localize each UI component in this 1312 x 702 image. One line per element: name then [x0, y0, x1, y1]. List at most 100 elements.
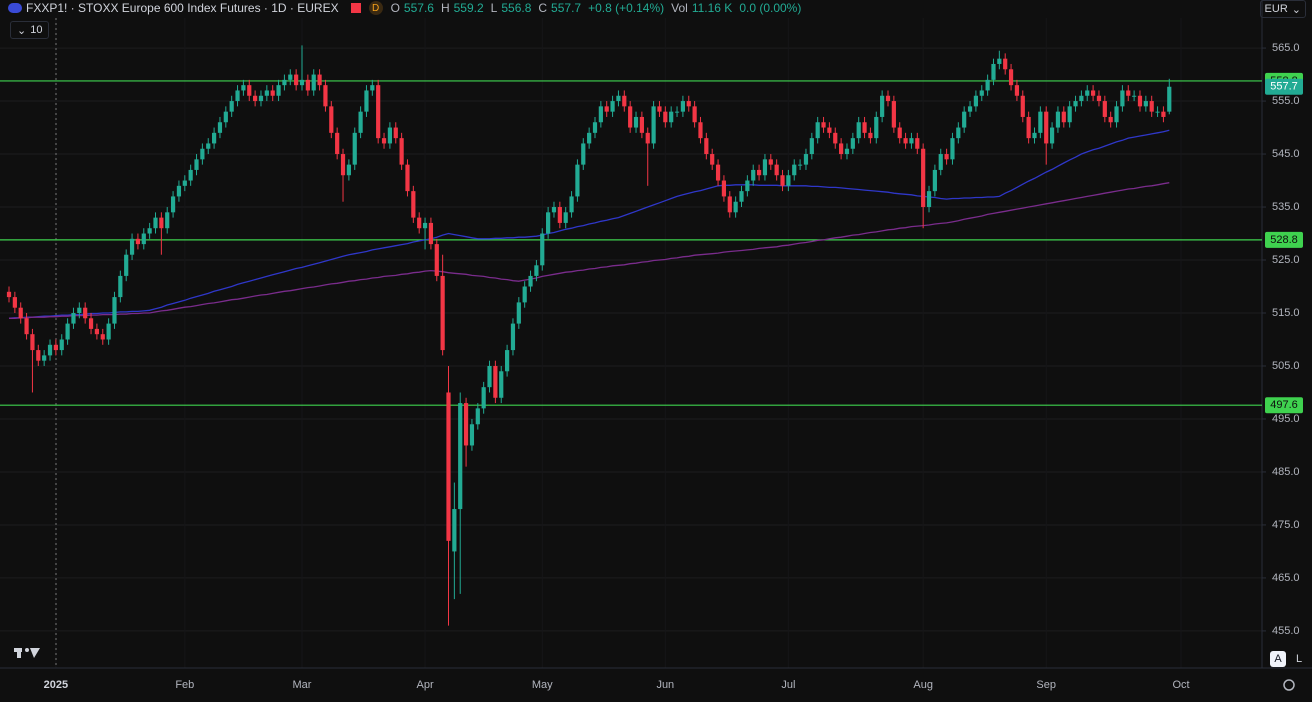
candle-body: [540, 233, 545, 266]
candle-body: [188, 169, 193, 181]
candle-body: [335, 132, 340, 155]
candle-body: [950, 138, 955, 160]
candle-body: [528, 275, 533, 287]
candle-body: [399, 138, 404, 165]
x-tick-label: Sep: [1036, 679, 1056, 691]
candle-body: [850, 138, 855, 149]
candle-body: [563, 212, 568, 223]
price-label: 557.7: [1270, 81, 1298, 93]
candle-body: [1079, 95, 1084, 102]
candle-body: [1096, 95, 1102, 102]
candle-body: [1061, 111, 1066, 123]
flag-icon[interactable]: [350, 3, 361, 13]
candle-body: [792, 164, 797, 176]
candle-body: [575, 164, 580, 197]
ohlc-key: C: [538, 1, 548, 15]
candle-body: [505, 350, 510, 372]
candle-body: [106, 323, 111, 340]
y-tick-label: 465.0: [1272, 572, 1300, 584]
plot: [0, 45, 1262, 626]
candle-body: [874, 116, 879, 139]
candle-body: [674, 111, 680, 113]
candle-body: [405, 164, 410, 192]
candle-body: [94, 328, 99, 335]
candle-body: [270, 90, 275, 96]
candle-body: [880, 95, 885, 117]
candle-body: [862, 122, 867, 133]
candle-body: [47, 344, 53, 356]
candle-body: [1020, 95, 1025, 117]
indicator-count: 10: [30, 24, 43, 36]
candle-body: [118, 275, 123, 298]
y-tick-label: 535.0: [1272, 201, 1300, 213]
candle-body: [458, 403, 463, 510]
x-tick-label: Oct: [1172, 679, 1189, 691]
candle-body: [768, 159, 773, 165]
candle-body: [229, 101, 234, 112]
candle-body: [745, 180, 750, 192]
candle-body: [317, 74, 322, 86]
candle-body: [710, 154, 715, 165]
settings-icon[interactable]: [1283, 679, 1295, 691]
candle-body: [1161, 111, 1166, 117]
candle-body: [346, 164, 351, 176]
candle-body: [124, 254, 129, 276]
candle-body: [551, 207, 557, 213]
candle-body: [815, 122, 820, 139]
candle-body: [1149, 101, 1154, 112]
candle-body: [376, 85, 381, 139]
candle-body: [1026, 116, 1031, 139]
candle-body: [253, 95, 258, 102]
candle-body: [288, 74, 293, 80]
currency-select[interactable]: EUR ⌄: [1259, 0, 1306, 18]
ohlc-value: 556.8: [501, 1, 532, 15]
candle-body: [991, 63, 996, 80]
candle-body: [522, 286, 527, 303]
candle-body: [721, 180, 727, 197]
candle-body: [1049, 127, 1055, 144]
candle-body: [235, 90, 240, 102]
candle-body: [1108, 116, 1113, 123]
candle-body: [833, 132, 838, 144]
candle-body: [42, 355, 47, 361]
auto-scale-button[interactable]: A: [1270, 651, 1286, 667]
level-label: 528.8: [1270, 234, 1298, 246]
indicator-toggle[interactable]: ⌄ 10: [10, 21, 50, 39]
ohlc-key: L: [490, 1, 498, 15]
candle-body: [733, 201, 738, 213]
change: +0.8 (+0.14%): [588, 1, 665, 15]
candle-body: [921, 148, 926, 208]
candle-body: [821, 122, 826, 128]
log-scale-button[interactable]: L: [1295, 653, 1303, 665]
candle-body: [839, 143, 844, 155]
candle-body: [428, 222, 434, 245]
x-tick-label: Feb: [175, 679, 194, 691]
candle-body: [499, 371, 504, 398]
candle-body: [985, 79, 990, 91]
symbol[interactable]: FXXP1! · STOXX Europe 600 Index Futures …: [26, 1, 339, 15]
candle-body: [967, 106, 973, 112]
candle-body: [217, 122, 223, 133]
chevron: ⌄: [17, 24, 27, 37]
candle-body: [481, 387, 486, 409]
candle-body: [452, 509, 457, 552]
candle-body: [36, 350, 41, 361]
y-tick-label: 525.0: [1272, 254, 1300, 266]
candle-body: [475, 408, 480, 425]
candle-body: [340, 154, 346, 176]
candle-body: [645, 132, 650, 144]
candle-body: [827, 127, 832, 133]
candle-body: [698, 122, 703, 139]
y-tick-label: 475.0: [1272, 519, 1300, 531]
ohlc-value: 557.6: [403, 1, 434, 15]
candle-body: [329, 106, 334, 133]
candle-body: [223, 111, 228, 123]
candle-body: [686, 101, 691, 107]
candle-body: [469, 424, 475, 446]
candle-body: [780, 175, 785, 186]
candle-body: [1091, 90, 1096, 96]
candle-body: [510, 323, 516, 351]
candle-body: [65, 323, 70, 340]
level-label: 497.6: [1270, 399, 1298, 411]
candle-body: [299, 79, 305, 86]
